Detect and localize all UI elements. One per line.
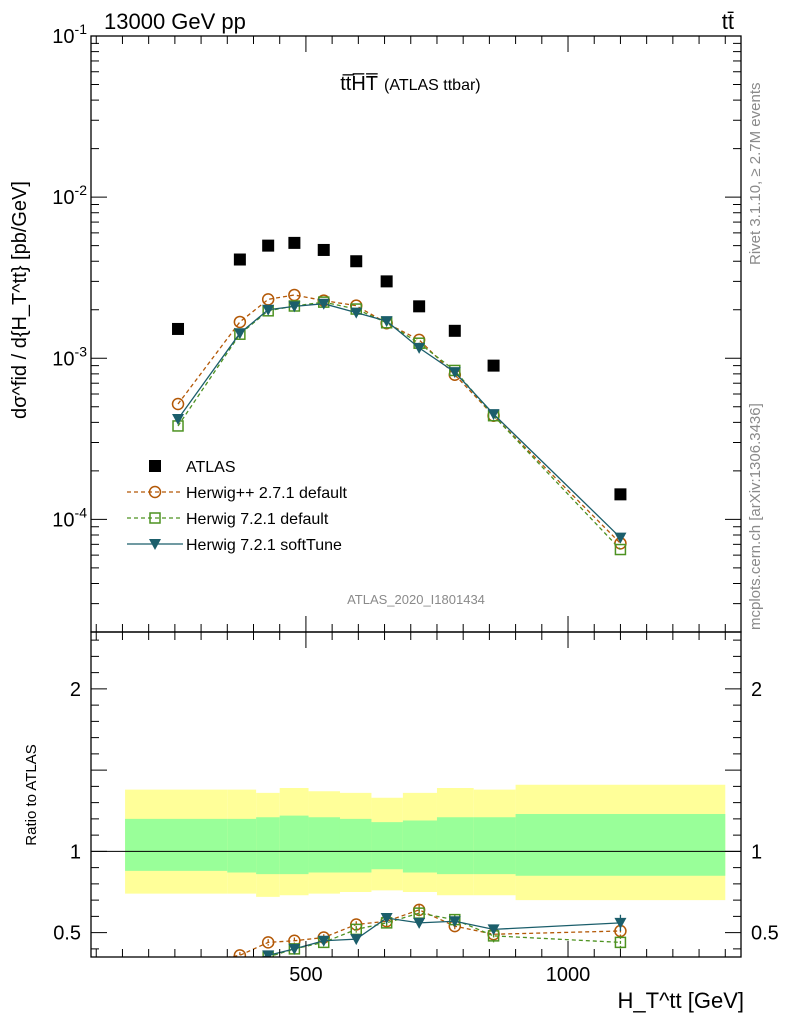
process-label: tt̄: [722, 9, 734, 34]
rivet-label: Rivet 3.1.10, ≥ 2.7M events: [747, 83, 764, 266]
uncertainty-band-inner: [279, 815, 309, 875]
data-point-herwig-7-2-1-default: [614, 543, 627, 556]
data-point-atlas: [317, 243, 330, 256]
ratio-y-tick-label: 1: [70, 841, 81, 863]
ratio-line-herwig-7-2-1-softtune: [260, 917, 621, 957]
data-point-atlas: [380, 275, 393, 288]
ratio-point-herwig-7-2-1-softtune: [350, 934, 363, 946]
ratio-point-herwig-7-2-1-softtune: [380, 913, 393, 924]
ratio-y-tick-label: 2: [70, 679, 81, 701]
data-point-herwig-2-7-1-default: [233, 315, 247, 329]
energy-label: 13000 GeV pp: [104, 9, 246, 34]
uncertainty-band-inner: [227, 818, 257, 873]
data-point-atlas: [233, 253, 246, 266]
ratio-y-axis-label: Ratio to ATLAS: [23, 744, 40, 845]
ratio-point-herwig-7-2-1-default: [173, 968, 183, 978]
uncertainty-band-inner: [371, 822, 403, 870]
data-point-atlas: [614, 488, 627, 501]
data-point-herwig-7-2-1-softtune: [413, 342, 426, 354]
ratio-point-herwig-7-2-1-softtune: [614, 917, 627, 929]
data-point-atlas: [288, 236, 301, 249]
data-point-herwig-7-2-1-softtune: [350, 307, 363, 319]
legend-marker-atlas: [149, 460, 161, 472]
data-point-herwig-7-2-1-softtune: [288, 301, 301, 313]
data-point-herwig-7-2-1-softtune: [233, 328, 246, 340]
data-point-atlas: [448, 324, 461, 337]
ratio-point-herwig-7-2-1-default: [614, 936, 627, 949]
ratio-point-herwig-7-2-1-softtune: [262, 950, 275, 957]
legend-marker-herwig-7-2-1-softtune: [149, 539, 161, 550]
plot-subtitle: (ATLAS ttbar): [384, 77, 481, 94]
ratio-point-herwig-7-2-1-softtune: [487, 924, 500, 936]
legend-label-herwig-7-2-1-default: Herwig 7.2.1 default: [186, 511, 329, 528]
ratio-point-herwig-2-7-1-default: [261, 936, 275, 949]
ratio-point-herwig-7-2-1-softtune: [288, 943, 301, 955]
ratio-y-tick-label-right: 0.5: [751, 923, 779, 945]
mcplots-label: mcplots.cern.ch [arXiv:1306.3436]: [747, 403, 764, 630]
x-tick-label: 1000: [546, 964, 591, 986]
data-point-atlas: [487, 359, 500, 372]
ratio-point-herwig-7-2-1-softtune: [448, 916, 461, 928]
y-tick-label: 10-4: [52, 504, 87, 531]
uncertainty-band-inner: [308, 817, 340, 873]
data-point-herwig-7-2-1-softtune: [317, 298, 330, 310]
ratio-point-herwig-2-7-1-default: [173, 960, 184, 971]
data-point-herwig-7-2-1-softtune: [448, 367, 461, 379]
main-series: [171, 236, 627, 556]
legend-label-atlas: ATLAS: [186, 459, 236, 476]
legend-marker-herwig-7-2-1-default: [149, 512, 161, 524]
legend-label-herwig-2-7-1-default: Herwig++ 2.7.1 default: [186, 485, 348, 502]
ratio-bands: [125, 784, 726, 901]
legend-label-herwig-7-2-1-softtune: Herwig 7.2.1 softTune: [186, 537, 342, 554]
legend: ATLAS Herwig++ 2.7.1 default Herwig 7.2.1 …: [127, 459, 348, 554]
ratio-point-herwig-7-2-1-softtune: [413, 917, 426, 929]
data-point-atlas: [413, 300, 426, 313]
data-point-herwig-7-2-1-softtune: [614, 532, 627, 544]
ratio-frame: [90, 631, 742, 958]
data-point-herwig-2-7-1-default: [171, 397, 185, 411]
uncertainty-band-inner: [256, 817, 280, 875]
ratio-point-herwig-2-7-1-default: [233, 949, 247, 957]
y-tick-label: 10-3: [52, 343, 87, 370]
data-point-atlas: [350, 255, 363, 268]
uncertainty-band-inner: [473, 817, 516, 875]
ratio-y-tick-label: 0.5: [53, 923, 81, 945]
data-point-herwig-7-2-1-softtune: [487, 409, 500, 421]
ratio-y-tick-label-right: 1: [751, 841, 762, 863]
main-y-axis-label: dσ^fid / d{H_T^tt} [pb/GeV]: [9, 181, 31, 419]
uncertainty-band-inner: [515, 814, 726, 876]
y-tick-label: 10-1: [52, 21, 87, 48]
data-point-atlas: [172, 322, 185, 335]
ratio-series: [172, 903, 627, 978]
data-point-herwig-7-2-1-softtune: [172, 413, 185, 425]
data-point-atlas: [262, 239, 275, 252]
main-plot: 10-4 10-3 10-2 10-1 ATLAS Herwig++ 2.7.1 defa…: [52, 21, 742, 633]
ratio-point-herwig-7-2-1-softtune: [317, 935, 330, 947]
x-tick-label: 500: [289, 964, 322, 986]
ratio-y-tick-label-right: 2: [751, 679, 762, 701]
data-point-herwig-7-2-1-softtune: [262, 304, 275, 316]
series-line-herwig-2-7-1-default: [177, 294, 621, 544]
analysis-watermark: ATLAS_2020_I1801434: [347, 592, 485, 607]
ratio-point-herwig-7-2-1-softtune: [172, 965, 184, 976]
y-tick-label: 10-2: [52, 182, 87, 209]
ratio-plot: 500 1000 0.5 0.5 1 1 2 2: [53, 631, 779, 986]
uncertainty-band-inner: [436, 817, 474, 875]
uncertainty-band-inner: [125, 818, 228, 871]
legend-marker-herwig-2-7-1-default: [148, 485, 162, 499]
x-axis-label: H_T^tt [GeV]: [618, 988, 744, 1013]
uncertainty-band-inner: [402, 820, 437, 873]
uncertainty-band-inner: [339, 818, 372, 873]
ratio-line-herwig-7-2-1-default: [265, 912, 621, 957]
plot-title: tt̅H̅T̅: [340, 72, 378, 95]
ratio-point-herwig-7-2-1-softtune: [234, 959, 246, 970]
data-point-herwig-7-2-1-softtune: [380, 316, 393, 328]
ratio-point-herwig-7-2-1-default: [235, 960, 245, 970]
